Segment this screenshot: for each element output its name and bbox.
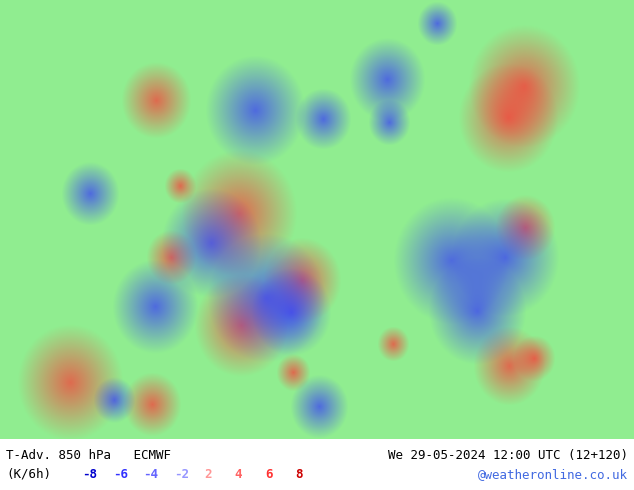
Text: 6: 6: [265, 468, 273, 481]
Text: 4: 4: [235, 468, 242, 481]
Text: 2: 2: [204, 468, 212, 481]
Text: We 29-05-2024 12:00 UTC (12+120): We 29-05-2024 12:00 UTC (12+120): [387, 449, 628, 462]
Text: @weatheronline.co.uk: @weatheronline.co.uk: [477, 468, 628, 481]
Text: -6: -6: [113, 468, 128, 481]
Text: -8: -8: [82, 468, 98, 481]
Text: 8: 8: [295, 468, 303, 481]
Text: T-Adv. 850 hPa   ECMWF: T-Adv. 850 hPa ECMWF: [6, 449, 171, 462]
Text: (K/6h): (K/6h): [6, 468, 51, 481]
Text: -2: -2: [174, 468, 189, 481]
Text: -4: -4: [143, 468, 158, 481]
